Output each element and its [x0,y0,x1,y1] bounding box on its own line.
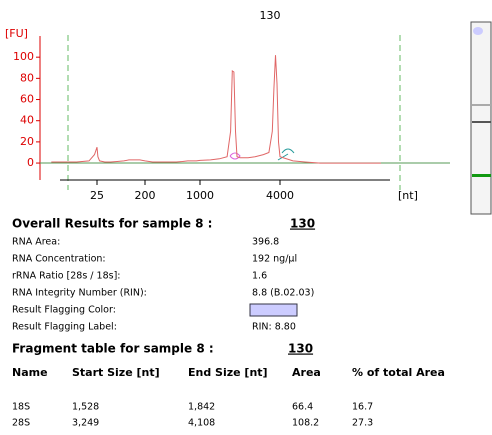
section-title: Overall Results for sample 8 : [12,217,212,231]
result-label: Result Flagging Label: [12,322,117,333]
flag-color [250,304,297,316]
column-header: End Size [nt] [188,366,268,379]
x-tick-label: 200 [135,189,156,202]
result-label: RNA Concentration: [12,254,106,265]
column-header: % of total Area [352,366,445,379]
section-title: Fragment table for sample 8 : [12,342,214,356]
table-cell: 27.3 [352,418,373,429]
chart-title: 130 [260,9,281,22]
y-axis-label: [FU] [5,27,28,40]
table-cell: 66.4 [292,402,313,413]
result-label: RNA Area: [12,237,60,248]
y-tick-label: 100 [13,50,34,63]
sample-id: 130 [288,342,313,356]
page: {"chart_data": {"type": "line", "title":… [0,0,492,435]
table-cell: 16.7 [352,402,373,413]
table-cell: 108.2 [292,418,319,429]
table-cell: 3,249 [72,418,99,429]
table-cell: 18S [12,402,30,413]
result-value: 192 ng/µl [252,254,297,265]
gel-dot [473,27,483,35]
x-axis-label: [nt] [398,189,418,202]
result-label: RNA Integrity Number (RIN): [12,288,147,299]
result-value: 8.8 (B.02.03) [252,288,314,299]
table-cell: 4,108 [188,418,215,429]
gel-band [472,174,491,177]
screen: 130 [FU] [nt] 0 20 40 60 80 100 25 200 1000 4000 Over… [0,0,492,435]
gel-band [472,121,491,123]
y-tick-label: 80 [20,71,34,84]
gel-lane [471,22,491,214]
result-value: 1.6 [252,271,267,282]
column-header: Name [12,366,48,379]
result-value: 396.8 [252,237,279,248]
sample-id: 130 [290,217,315,231]
column-header: Start Size [nt] [72,366,160,379]
column-header: Area [292,366,321,379]
peak-marker [230,153,240,159]
y-tick-label: 60 [20,93,34,106]
result-label: rRNA Ratio [28s / 18s]: [12,271,120,282]
table-cell: 1,842 [188,402,215,413]
gel-frame [471,22,491,214]
y-tick-label: 40 [20,114,34,127]
x-tick-label: 1000 [186,189,214,202]
result-label: Result Flagging Color: [12,305,116,316]
y-tick-label: 20 [20,135,34,148]
gel-band [472,104,491,106]
x-tick-label: 25 [90,189,104,202]
result-value: RIN: 8.80 [252,322,296,333]
x-tick-label: 4000 [266,189,294,202]
y-tick-label: 0 [27,156,34,169]
trace [51,55,381,163]
table-cell: 28S [12,418,30,429]
table-cell: 1,528 [72,402,99,413]
